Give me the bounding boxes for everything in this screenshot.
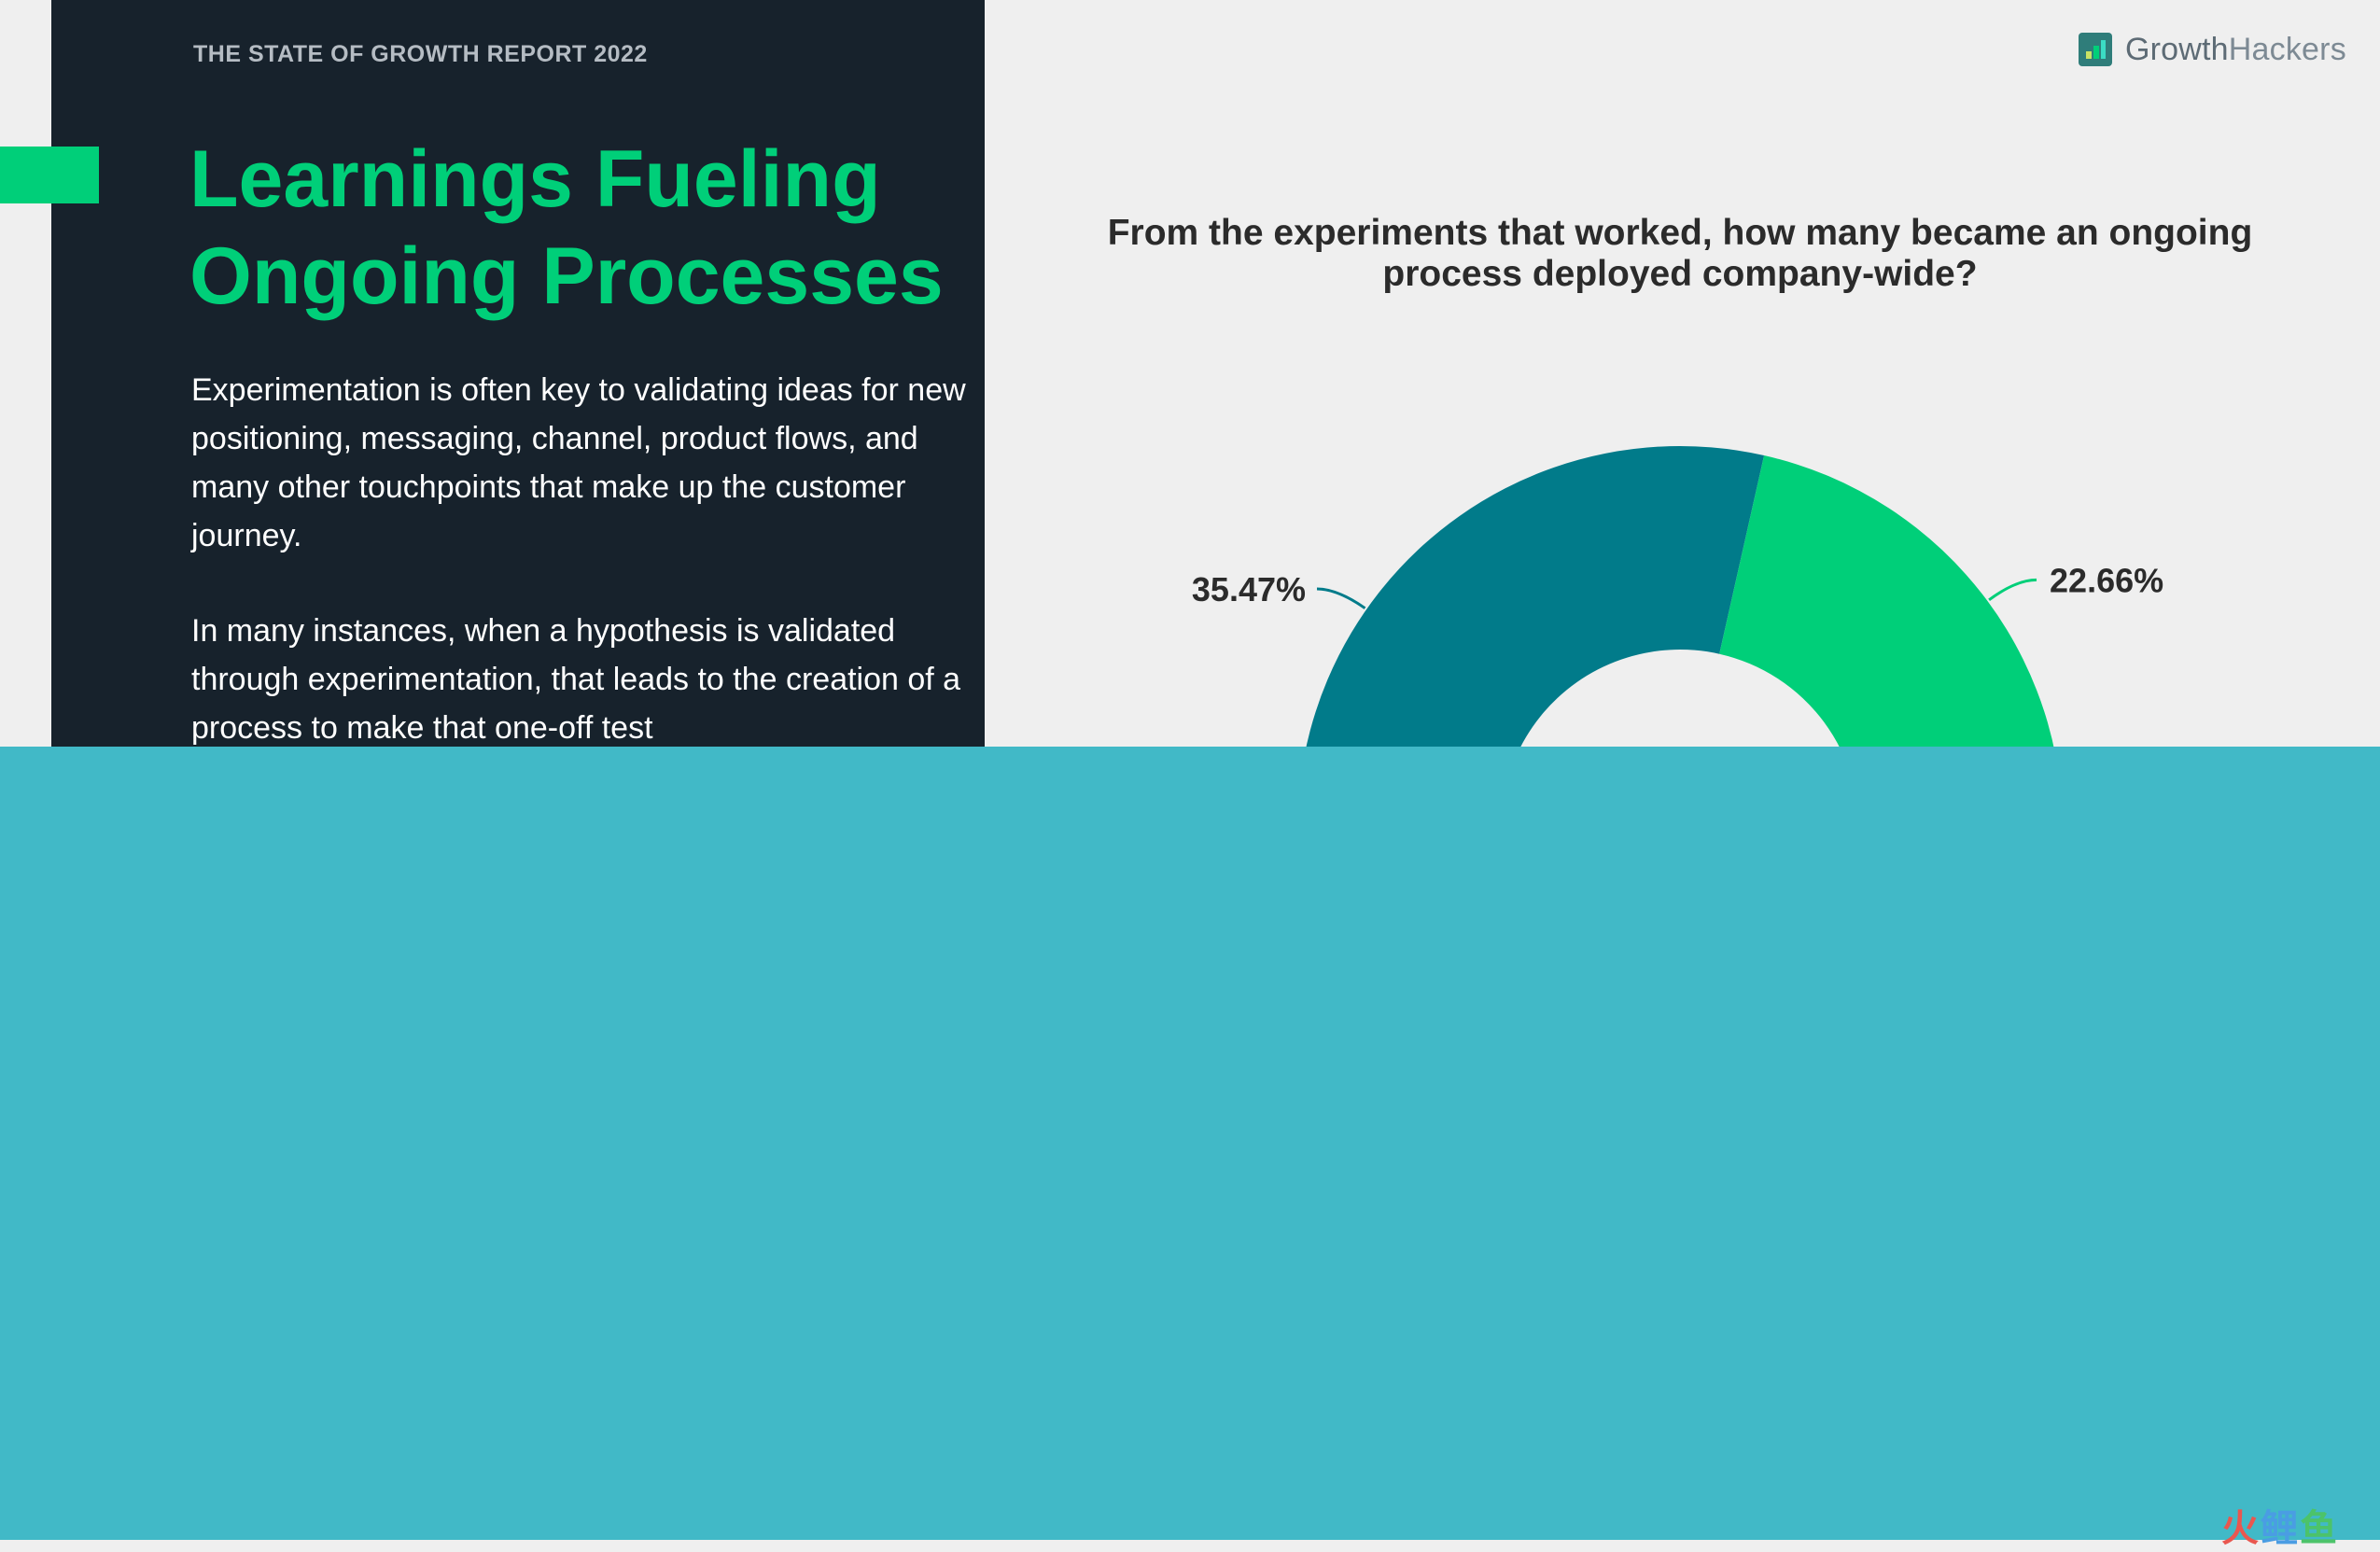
logo-wordmark-hackers: Hackers — [2228, 31, 2346, 67]
watermark: 火鲤鱼 — [2221, 1498, 2339, 1552]
overlay-panel-step — [1505, 747, 2380, 762]
donut-leader-line-1 — [1316, 587, 1366, 609]
donut-data-label-35-47-: 35.47% — [1192, 570, 1306, 608]
watermark-char-2: 鲤 — [2261, 1508, 2300, 1549]
bar-chart-logo-icon — [2079, 33, 2112, 66]
logo-wordmark: GrowthHackers — [2125, 32, 2346, 68]
overlay-panel — [0, 747, 2380, 1540]
page-title: Learnings Fueling Ongoing Processes — [189, 131, 985, 325]
accent-bar — [0, 147, 99, 203]
chart-title: From the experiments that worked, how ma… — [1107, 213, 2253, 294]
watermark-char-1: 火 — [2221, 1508, 2261, 1549]
donut-leader-line-2 — [1988, 578, 2037, 602]
logo-wordmark-growth: Growth — [2125, 31, 2229, 67]
intro-paragraph-2: In many instances, when a hypothesis is … — [191, 613, 961, 746]
watermark-char-3: 鱼 — [2300, 1508, 2339, 1549]
report-label: THE STATE OF GROWTH REPORT 2022 — [193, 41, 648, 67]
intro-panel: THE STATE OF GROWTH REPORT 2022 Learning… — [51, 0, 985, 765]
page-title-line-1: Learnings Fueling — [189, 134, 881, 224]
page-title-line-2: Ongoing Processes — [189, 231, 944, 321]
donut-data-label-22-66-: 22.66% — [2050, 561, 2163, 599]
growthhackers-logo: GrowthHackers — [2079, 32, 2346, 67]
intro-paragraph-1: Experimentation is often key to validati… — [191, 372, 966, 553]
